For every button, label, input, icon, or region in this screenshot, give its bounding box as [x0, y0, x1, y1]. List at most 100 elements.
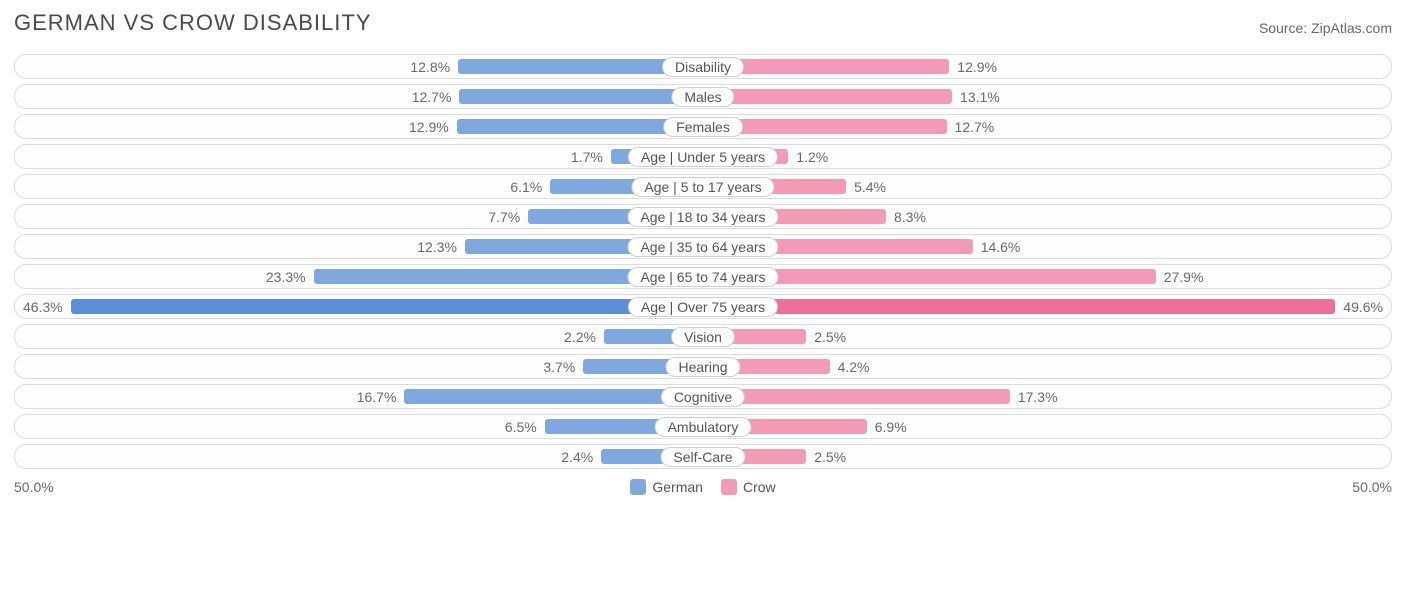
chart-row: 12.9% 12.7% Females: [14, 114, 1392, 139]
value-german: 46.3%: [15, 299, 71, 315]
bar-half-right: 12.9%: [703, 55, 1391, 78]
row-label: Age | Under 5 years: [628, 147, 778, 167]
chart-row: 16.7% 17.3% Cognitive: [14, 384, 1392, 409]
bar-german: [404, 389, 703, 404]
bar-half-left: 16.7%: [15, 385, 703, 408]
legend-german: German: [630, 479, 703, 495]
value-crow: 27.9%: [1156, 269, 1212, 285]
value-crow: 4.2%: [830, 359, 878, 375]
bar-crow: [703, 389, 1010, 404]
chart-row: 6.5% 6.9% Ambulatory: [14, 414, 1392, 439]
chart-row: 2.4% 2.5% Self-Care: [14, 444, 1392, 469]
value-crow: 2.5%: [806, 329, 854, 345]
bar-german: [71, 299, 703, 314]
value-german: 12.7%: [404, 89, 460, 105]
value-german: 6.5%: [497, 419, 545, 435]
row-label: Hearing: [665, 357, 740, 377]
chart-row: 6.1% 5.4%Age | 5 to 17 years: [14, 174, 1392, 199]
chart-row: 12.7% 13.1% Males: [14, 84, 1392, 109]
row-label: Disability: [662, 57, 744, 77]
value-german: 2.2%: [556, 329, 604, 345]
chart-row: 1.7% 1.2% Age | Under 5 years: [14, 144, 1392, 169]
axis-max-left: 50.0%: [14, 479, 54, 495]
axis-max-right: 50.0%: [1352, 479, 1392, 495]
chart-rows: 12.8% 12.9% Disability 12.7% 13.1% Males 12.9%…: [14, 54, 1392, 469]
row-label: Age | 18 to 34 years: [627, 207, 778, 227]
bar-half-left: 12.9%: [15, 115, 703, 138]
bar-half-left: 46.3%: [15, 295, 703, 318]
bar-half-right: 14.6%: [703, 235, 1391, 258]
row-label: Age | 65 to 74 years: [627, 267, 778, 287]
row-label: Age | Over 75 years: [628, 297, 778, 317]
bar-half-right: 27.9%: [703, 265, 1391, 288]
value-german: 12.3%: [409, 239, 465, 255]
bar-half-right: 1.2%: [703, 145, 1391, 168]
chart-row: 23.3% 27.9% Age | 65 to 74 years: [14, 264, 1392, 289]
bar-half-left: 12.3%: [15, 235, 703, 258]
value-german: 6.1%: [502, 179, 550, 195]
legend-swatch-german: [630, 479, 646, 495]
bar-half-left: 23.3%: [15, 265, 703, 288]
chart-header: GERMAN VS CROW DISABILITY Source: ZipAtl…: [14, 10, 1392, 36]
row-label: Males: [671, 87, 734, 107]
row-label: Age | 35 to 64 years: [627, 237, 778, 257]
bar-half-right: 5.4%: [703, 175, 1391, 198]
bar-half-left: 1.7%: [15, 145, 703, 168]
bar-half-right: 49.6%: [703, 295, 1391, 318]
bar-half-left: 6.1%: [15, 175, 703, 198]
bar-crow: [703, 89, 952, 104]
bar-half-right: 2.5%: [703, 445, 1391, 468]
value-crow: 49.6%: [1335, 299, 1391, 315]
row-label: Self-Care: [660, 447, 745, 467]
chart-row: 3.7% 4.2% Hearing: [14, 354, 1392, 379]
bar-half-right: 8.3%: [703, 205, 1391, 228]
source-attribution: Source: ZipAtlas.com: [1259, 20, 1392, 36]
value-german: 7.7%: [480, 209, 528, 225]
legend-label-german: German: [652, 479, 703, 495]
bar-half-left: 12.7%: [15, 85, 703, 108]
value-crow: 2.5%: [806, 449, 854, 465]
bar-half-right: 17.3%: [703, 385, 1391, 408]
bar-half-right: 2.5%: [703, 325, 1391, 348]
chart-row: 2.2% 2.5% Vision: [14, 324, 1392, 349]
bar-half-left: 12.8%: [15, 55, 703, 78]
value-crow: 14.6%: [973, 239, 1029, 255]
row-label: Vision: [671, 327, 735, 347]
value-german: 12.8%: [402, 59, 458, 75]
bar-half-right: 4.2%: [703, 355, 1391, 378]
chart-title: GERMAN VS CROW DISABILITY: [14, 10, 372, 36]
row-label: Age | 5 to 17 years: [631, 177, 774, 197]
chart-footer: 50.0% German Crow 50.0%: [14, 477, 1392, 497]
bar-half-left: 3.7%: [15, 355, 703, 378]
bar-half-right: 12.7%: [703, 115, 1391, 138]
chart-row: 46.3% 49.6% Age | Over 75 years: [14, 294, 1392, 319]
value-german: 16.7%: [349, 389, 405, 405]
bar-half-right: 13.1%: [703, 85, 1391, 108]
bar-crow: [703, 299, 1335, 314]
row-label: Ambulatory: [655, 417, 752, 437]
legend-crow: Crow: [721, 479, 776, 495]
value-german: 1.7%: [563, 149, 611, 165]
chart-row: 7.7% 8.3%Age | 18 to 34 years: [14, 204, 1392, 229]
bar-half-left: 2.2%: [15, 325, 703, 348]
value-crow: 6.9%: [867, 419, 915, 435]
bar-half-left: 7.7%: [15, 205, 703, 228]
value-german: 3.7%: [535, 359, 583, 375]
bar-half-right: 6.9%: [703, 415, 1391, 438]
bar-german: [459, 89, 703, 104]
bar-half-left: 2.4%: [15, 445, 703, 468]
value-german: 23.3%: [258, 269, 314, 285]
row-label: Cognitive: [661, 387, 745, 407]
row-label: Females: [663, 117, 743, 137]
value-crow: 1.2%: [788, 149, 836, 165]
value-german: 12.9%: [401, 119, 457, 135]
bar-half-left: 6.5%: [15, 415, 703, 438]
value-crow: 17.3%: [1010, 389, 1066, 405]
legend-label-crow: Crow: [743, 479, 776, 495]
chart-row: 12.8% 12.9% Disability: [14, 54, 1392, 79]
value-crow: 12.7%: [947, 119, 1003, 135]
value-crow: 13.1%: [952, 89, 1008, 105]
value-crow: 12.9%: [949, 59, 1005, 75]
chart-row: 12.3% 14.6% Age | 35 to 64 years: [14, 234, 1392, 259]
value-german: 2.4%: [553, 449, 601, 465]
